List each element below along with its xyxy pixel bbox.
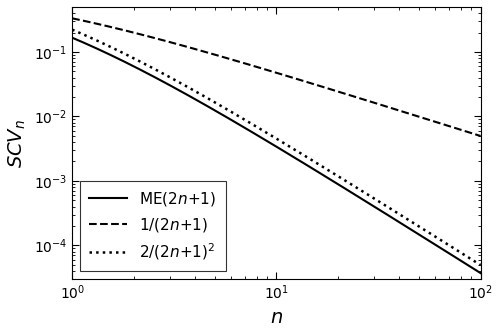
Y-axis label: $SCV_n$: $SCV_n$ bbox=[7, 119, 28, 168]
ME(2$n$+1) bbox=[234, 122, 240, 126]
2/(2$n$+1)$^2$ bbox=[388, 207, 394, 211]
2/(2$n$+1)$^2$ bbox=[69, 28, 75, 32]
1/(2$n$+1) bbox=[249, 63, 255, 67]
ME(2$n$+1) bbox=[69, 36, 75, 40]
ME(2$n$+1) bbox=[478, 271, 484, 275]
1/(2$n$+1) bbox=[111, 26, 117, 30]
Line: 2/(2$n$+1)$^2$: 2/(2$n$+1)$^2$ bbox=[72, 30, 480, 265]
1/(2$n$+1) bbox=[350, 94, 356, 98]
2/(2$n$+1)$^2$ bbox=[478, 263, 484, 267]
1/(2$n$+1) bbox=[478, 134, 484, 138]
X-axis label: $n$: $n$ bbox=[270, 308, 283, 327]
ME(2$n$+1) bbox=[350, 191, 356, 195]
2/(2$n$+1)$^2$ bbox=[395, 211, 401, 215]
1/(2$n$+1) bbox=[395, 108, 401, 112]
2/(2$n$+1)$^2$ bbox=[350, 183, 356, 187]
2/(2$n$+1)$^2$ bbox=[234, 113, 240, 117]
2/(2$n$+1)$^2$ bbox=[111, 46, 117, 50]
1/(2$n$+1) bbox=[388, 106, 394, 110]
ME(2$n$+1) bbox=[395, 219, 401, 223]
2/(2$n$+1)$^2$ bbox=[249, 122, 255, 126]
1/(2$n$+1) bbox=[69, 16, 75, 20]
1/(2$n$+1) bbox=[234, 59, 240, 63]
ME(2$n$+1) bbox=[388, 215, 394, 219]
Line: ME(2$n$+1): ME(2$n$+1) bbox=[72, 38, 480, 273]
Line: 1/(2$n$+1): 1/(2$n$+1) bbox=[72, 18, 480, 136]
ME(2$n$+1) bbox=[111, 54, 117, 58]
Legend: ME(2$n$+1), 1/(2$n$+1), 2/(2$n$+1)$^2$: ME(2$n$+1), 1/(2$n$+1), 2/(2$n$+1)$^2$ bbox=[80, 181, 226, 272]
ME(2$n$+1) bbox=[249, 130, 255, 134]
